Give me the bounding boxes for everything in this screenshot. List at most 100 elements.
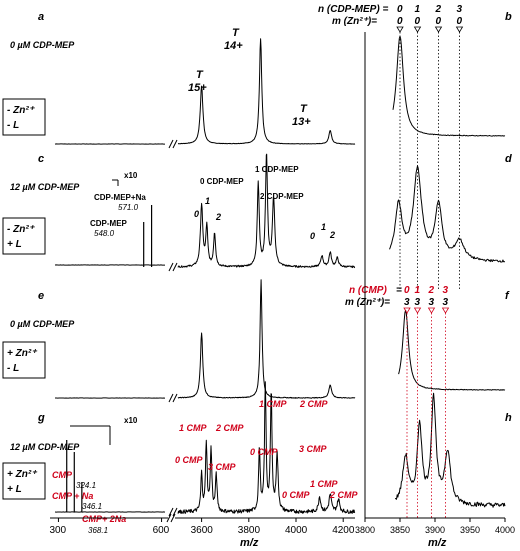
panel-c-cdpmep: CDP-MEP (90, 219, 128, 228)
panel-g-cmp-val: 324.1 (76, 481, 96, 490)
panel-g-13-2: 2 CMP (329, 490, 359, 500)
charge-label-T-1: T (232, 27, 240, 39)
header-f-n-3: 3 (443, 285, 449, 296)
conc-label-g: 12 µM CDP-MEP (10, 442, 80, 452)
header-b-n-1: 1 (415, 4, 421, 15)
axis-break-bottom (166, 513, 176, 523)
charge-label-z-1: 14+ (224, 40, 243, 52)
panel-g-cmp-na: CMP + Na (52, 491, 93, 501)
x-axis-left-label: m/z (240, 537, 259, 549)
panel-c-adduct15-0: 0 (194, 209, 199, 219)
x-tick-low-0: 300 (49, 525, 66, 536)
panel-letter-e: e (38, 290, 44, 302)
panel-letter-a: a (38, 11, 44, 23)
header-b-m-0: 0 (397, 16, 403, 27)
panel-letter-c: c (38, 153, 44, 165)
spectrum-right-e (398, 309, 506, 391)
panel-c-cdpmep-na: CDP-MEP+Na (94, 193, 146, 202)
condition-e-l: - L (7, 363, 19, 374)
panel-letter-b: b (505, 11, 512, 23)
header-f-marker-0 (403, 307, 411, 314)
panel-g-15-2: 2 CMP (215, 423, 245, 433)
x-tick-high-2: 4000 (285, 525, 308, 536)
conc-label-a: 0 µM CDP-MEP (10, 40, 75, 50)
charge-label-T-2: T (300, 103, 308, 115)
panel-g-14-1: 1 CMP (259, 399, 288, 409)
x-tick-right-2: 3900 (425, 525, 445, 535)
header-b-n-2: 2 (435, 4, 442, 15)
condition-c-zn: - Zn²⁺ (7, 224, 36, 235)
panel-g-15-0: 0 CMP (175, 455, 204, 465)
x-tick-high-3: 4200 (332, 525, 355, 536)
condition-box-g (2, 462, 46, 500)
condition-box-c (2, 217, 46, 255)
panel-g-15-3: 3 CMP (208, 462, 237, 472)
header-f-m-label: m (Zn²⁺)= (345, 297, 390, 308)
spectrum-left-a (177, 38, 356, 145)
x-axis-left: 300 600 3600 3800 4000 4200 (49, 513, 355, 536)
panel-letter-h: h (505, 412, 512, 424)
x-tick-right-1: 3850 (390, 525, 410, 535)
panel-c-adduct13-1: 1 (321, 222, 326, 232)
panel-g-cmp: CMP (52, 470, 73, 480)
charge-state-labels: T15+T14+T13+ (188, 27, 311, 128)
panel-c-adduct14-2: 2 CDP-MEP (260, 192, 304, 201)
panel-g-15-1: 1 CMP (179, 423, 208, 433)
header-b-marker-3 (455, 26, 464, 33)
panel-letter-d: d (505, 153, 512, 165)
panel-c-adduct15-1: 1 (205, 196, 210, 206)
panel-g-14-0: 0 CMP (250, 447, 279, 457)
condition-box-e (2, 341, 46, 379)
condition-g-l: + L (7, 484, 22, 495)
x-axis-right-label: m/z (428, 537, 447, 549)
reference-lines (399, 32, 460, 518)
spectrum-left-c (177, 153, 356, 269)
panel-letter-f: f (505, 290, 510, 302)
header-b-m-3: 0 (457, 16, 463, 27)
x-axis-right: 3800 3850 3900 3950 4000 (355, 32, 515, 535)
condition-box-a (2, 98, 46, 136)
condition-a-zn: - Zn²⁺ (7, 105, 36, 116)
header-b-n-label: n (CDP-MEP) = (318, 4, 388, 15)
charge-label-T-0: T (196, 69, 204, 81)
panel-c-adduct15-2: 2 (215, 212, 221, 222)
x-tick-right-4: 4000 (495, 525, 515, 535)
header-f-marker-1 (413, 307, 422, 314)
panel-g-14-2: 2 CMP (299, 399, 329, 409)
x-tick-high-1: 3800 (238, 525, 261, 536)
header-b-marker-0 (396, 26, 404, 33)
panel-g-13-0: 0 CMP (282, 490, 311, 500)
panel-c-adduct14-0: 0 CDP-MEP (200, 177, 244, 186)
charge-label-z-2: 13+ (292, 116, 311, 128)
panel-c-adduct14-1: 1 CDP-MEP (255, 165, 299, 174)
header-b-n-3: 3 (457, 4, 463, 15)
condition-e-zn: + Zn²⁺ (7, 348, 38, 359)
panel-c-cdpmep-val: 548.0 (94, 229, 115, 238)
header-f-n-label: n (CMP) (349, 285, 387, 296)
axis-break-a (168, 139, 178, 149)
spectrum-right-a (392, 35, 506, 137)
spectrum-right-c (389, 165, 506, 263)
header-f-m-1: 3 (415, 297, 421, 308)
axis-break-e (168, 393, 178, 403)
header-f-n-2: 2 (428, 285, 435, 296)
x-tick-right-0: 3800 (355, 525, 375, 535)
header-f-marker-2 (427, 307, 436, 314)
condition-g-zn: + Zn²⁺ (7, 469, 38, 480)
x-tick-low-1: 600 (153, 525, 170, 536)
header-f-m-3: 3 (443, 297, 449, 308)
header-f-m-0: 3 (404, 297, 410, 308)
panel-g-cmp-2na: CMP+ 2Na (82, 514, 126, 524)
panel-c-cdpmep-na-val: 571.0 (118, 203, 139, 212)
spectrum-left-g (177, 381, 356, 514)
panel-g-cmp-na-val: 346.1 (82, 502, 102, 511)
condition-a-l: - L (7, 120, 19, 131)
header-f-eq: = (396, 285, 402, 296)
axis-break-g (168, 507, 178, 517)
panel-g-14-3: 3 CMP (299, 444, 328, 454)
panel-g-x10: x10 (124, 416, 138, 425)
x-tick-right-3: 3950 (460, 525, 480, 535)
conc-label-e: 0 µM CDP-MEP (10, 319, 75, 329)
